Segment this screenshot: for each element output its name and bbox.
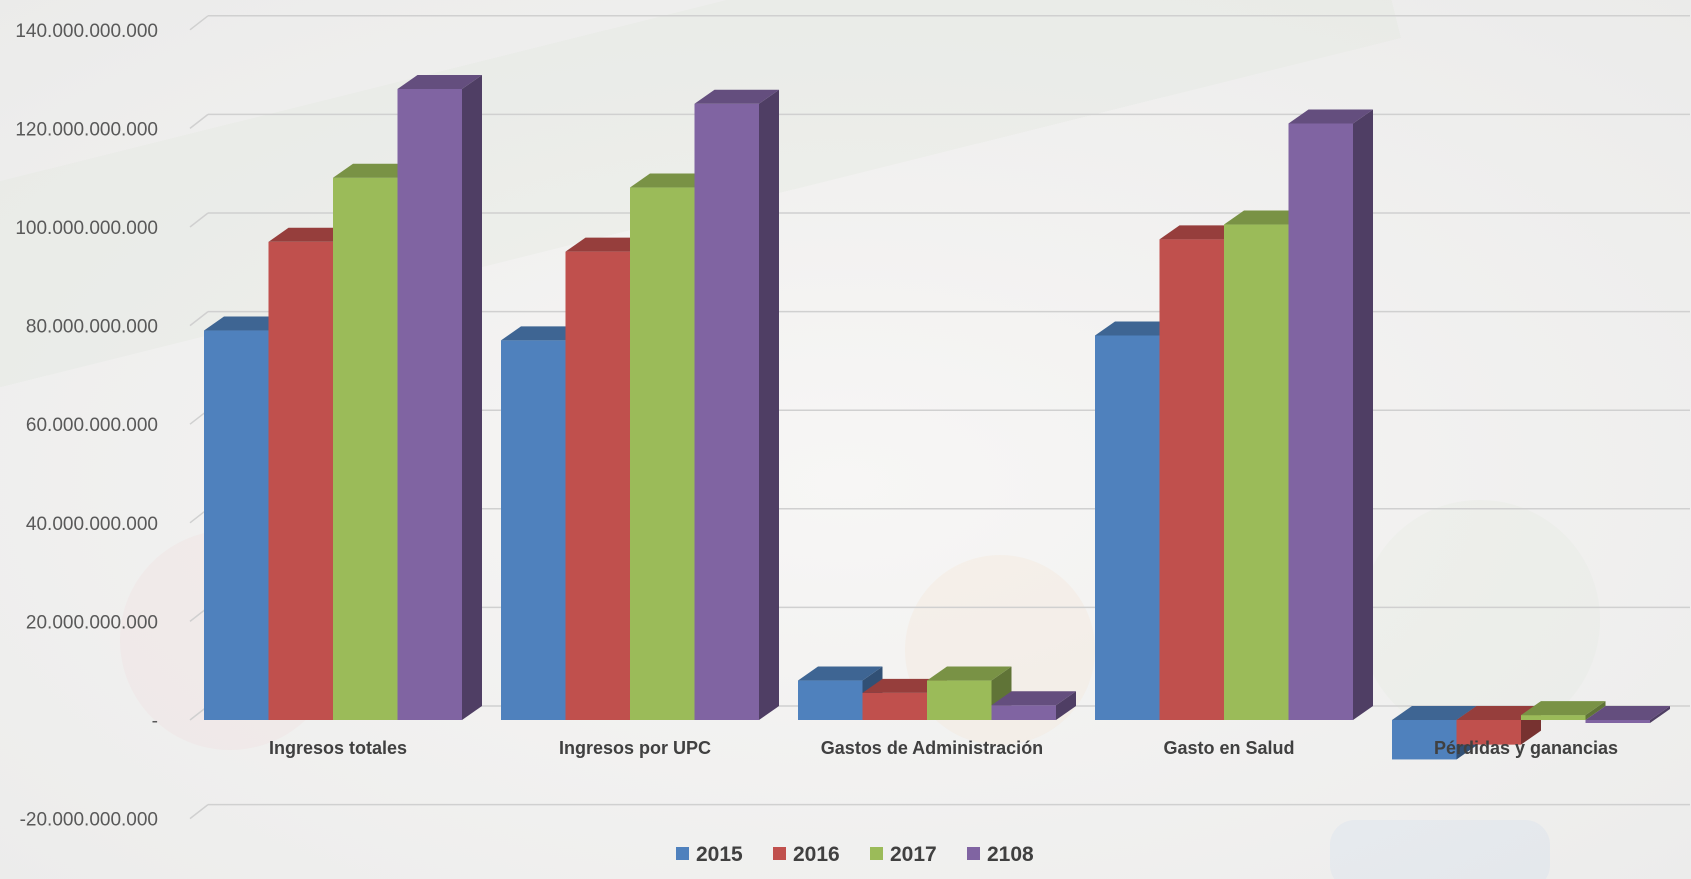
y-tick-label: 100.000.000.000 bbox=[15, 218, 158, 239]
legend-item: 2108 bbox=[967, 843, 1034, 866]
gridline-depth bbox=[189, 212, 209, 228]
bar-side bbox=[1650, 706, 1670, 723]
gridline-depth bbox=[189, 804, 209, 820]
bar-top bbox=[397, 74, 482, 89]
x-category-label: Ingresos por UPC bbox=[559, 738, 711, 758]
bar bbox=[1585, 706, 1670, 723]
bar-top bbox=[1095, 321, 1180, 336]
gridline-depth bbox=[189, 15, 209, 31]
legend-item: 2017 bbox=[870, 843, 937, 866]
x-category-label: Pérdidas y ganancias bbox=[1434, 738, 1618, 758]
bar-front bbox=[1521, 715, 1586, 720]
legend-swatch bbox=[870, 847, 883, 860]
x-category-label: Gastos de Administración bbox=[821, 738, 1043, 758]
bar-front bbox=[397, 88, 462, 720]
legend-item: 2015 bbox=[676, 843, 743, 866]
bar-top bbox=[1585, 706, 1670, 720]
legend-swatch bbox=[773, 847, 786, 860]
y-tick-label: 120.000.000.000 bbox=[15, 119, 158, 140]
y-tick-label: 80.000.000.000 bbox=[26, 317, 158, 338]
legend: 2015 2016 2017 2108 bbox=[676, 843, 1034, 866]
bar-side bbox=[1585, 701, 1606, 720]
bar-top bbox=[333, 163, 418, 178]
bar-top bbox=[1392, 706, 1477, 720]
bar-front bbox=[1585, 720, 1650, 723]
bar-side bbox=[1353, 109, 1373, 721]
bar-top bbox=[565, 237, 650, 252]
gridline-depth bbox=[189, 311, 209, 327]
x-axis-labels: Ingresos totales Ingresos por UPC Gastos d… bbox=[269, 738, 1618, 758]
bar-front bbox=[1288, 123, 1353, 721]
y-tick-label: - bbox=[152, 711, 158, 732]
bar-front bbox=[862, 692, 927, 720]
legend-label: 2016 bbox=[793, 843, 840, 866]
bar-top bbox=[1224, 210, 1309, 225]
bar-front bbox=[501, 340, 566, 720]
bar bbox=[1288, 109, 1373, 721]
bar-top bbox=[991, 691, 1076, 706]
bar bbox=[397, 74, 482, 720]
bar-side bbox=[462, 74, 482, 720]
bar-front bbox=[1392, 720, 1457, 760]
bar bbox=[694, 89, 779, 720]
bar-front bbox=[798, 680, 863, 720]
bar-front bbox=[630, 187, 695, 720]
bar-top bbox=[204, 316, 289, 331]
x-category-label: Gasto en Salud bbox=[1163, 738, 1294, 758]
bar-front bbox=[565, 251, 630, 720]
bar-top bbox=[630, 173, 715, 188]
bar-side bbox=[759, 89, 779, 720]
bar-front bbox=[991, 705, 1056, 720]
bars bbox=[204, 74, 1670, 760]
legend-label: 2015 bbox=[696, 843, 743, 866]
bar-front bbox=[927, 680, 992, 720]
bar bbox=[1521, 701, 1606, 720]
y-tick-label: 60.000.000.000 bbox=[26, 415, 158, 436]
bar-front bbox=[694, 103, 759, 720]
bar-front bbox=[204, 330, 269, 720]
bar-top bbox=[1288, 109, 1373, 124]
legend-label: 2108 bbox=[987, 843, 1034, 866]
x-category-label: Ingresos totales bbox=[269, 738, 407, 758]
bar-front bbox=[1224, 224, 1289, 720]
legend-swatch bbox=[967, 847, 980, 860]
bar-top bbox=[927, 666, 1012, 681]
bar-side bbox=[1056, 691, 1076, 720]
bar-front bbox=[333, 177, 398, 720]
y-tick-label: 40.000.000.000 bbox=[26, 514, 158, 535]
y-tick-label: -20.000.000.000 bbox=[20, 810, 158, 831]
gridline-depth bbox=[189, 113, 209, 129]
bar-front bbox=[1159, 239, 1224, 720]
bar-top bbox=[798, 666, 883, 681]
bar bbox=[991, 691, 1076, 720]
bar-top bbox=[1159, 225, 1244, 240]
legend-swatch bbox=[676, 847, 689, 860]
legend-item: 2016 bbox=[773, 843, 840, 866]
bar-top bbox=[694, 89, 779, 104]
bar bbox=[1456, 706, 1541, 745]
bar-top bbox=[862, 678, 947, 693]
y-axis: 140.000.000.000 120.000.000.000 100.000.00… bbox=[15, 21, 158, 831]
bar bbox=[798, 666, 883, 720]
bar-front bbox=[1095, 335, 1160, 720]
bar-front bbox=[1456, 720, 1521, 745]
y-tick-label: 140.000.000.000 bbox=[15, 21, 158, 42]
y-tick-label: 20.000.000.000 bbox=[26, 612, 158, 633]
bar-top bbox=[1456, 706, 1541, 720]
bar-top bbox=[268, 227, 353, 242]
legend-label: 2017 bbox=[890, 843, 937, 866]
bar-top bbox=[501, 326, 586, 341]
bar-front bbox=[268, 241, 333, 721]
bar-top bbox=[1521, 701, 1606, 716]
